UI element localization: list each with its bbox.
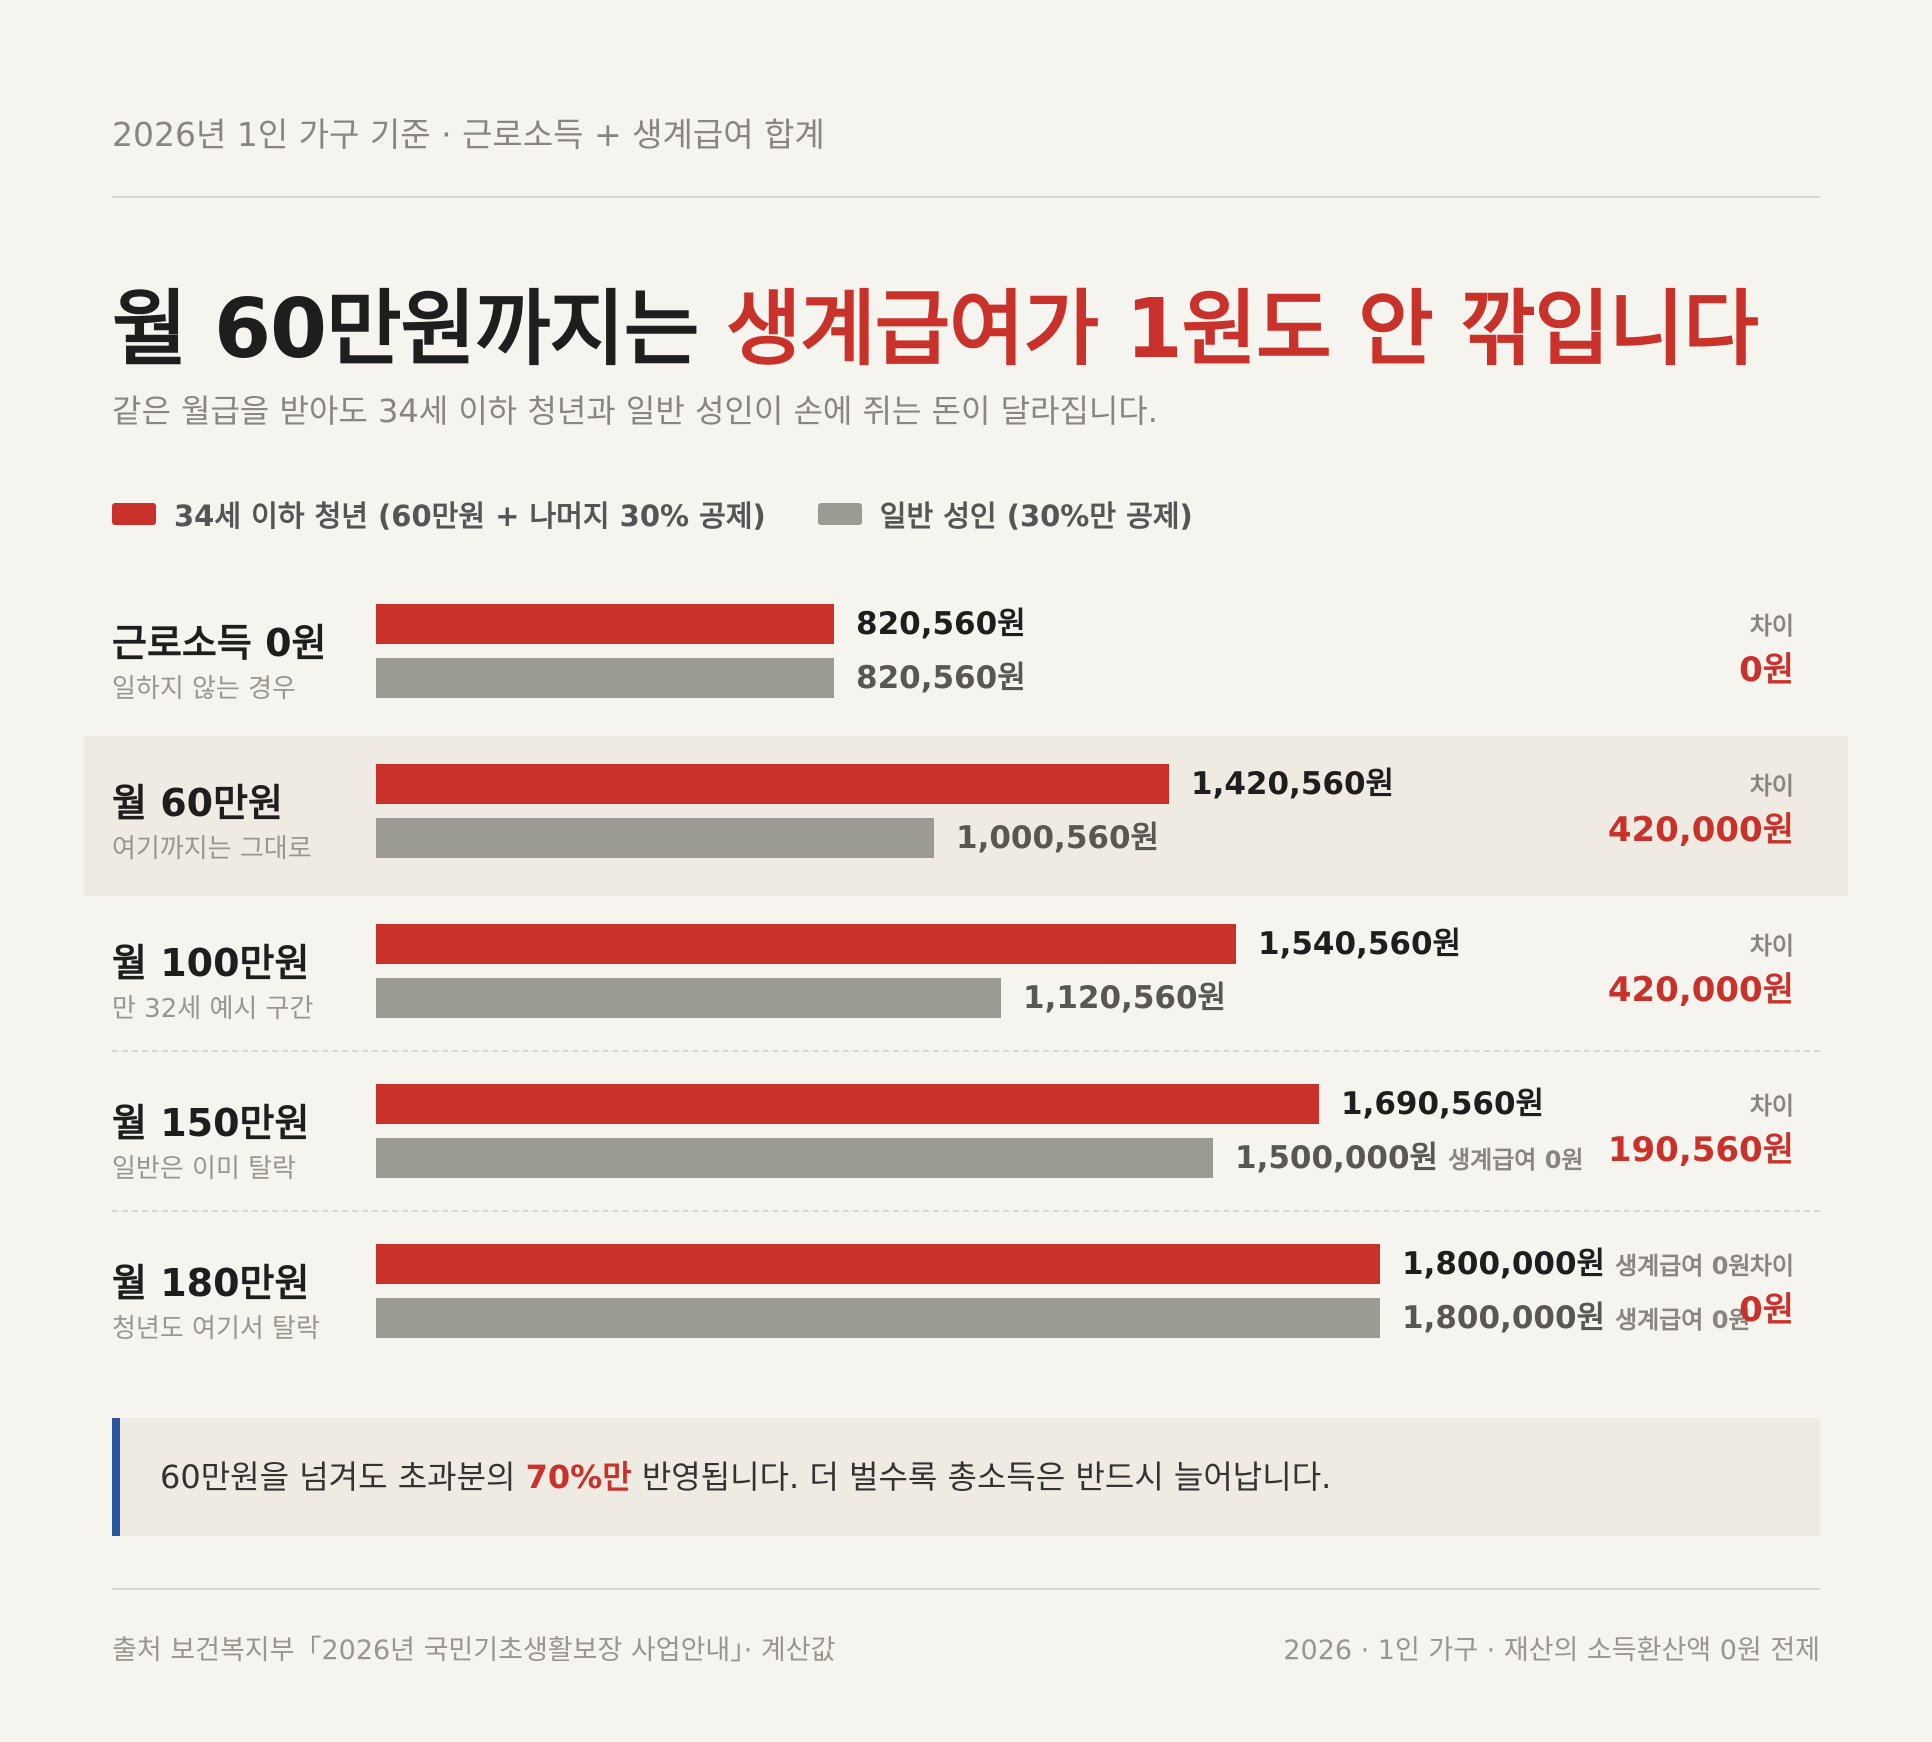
bar-youth [376,764,1169,804]
row-divider [112,1210,1820,1212]
row-divider [112,1050,1820,1052]
bar-value-label-general: 1,500,000원 생계급여 0원 [1235,1138,1584,1178]
bar-value-note: 생계급여 0원 [1615,1252,1751,1280]
bar-value-text: 1,120,560원 [1023,980,1227,1016]
headline: 월 60만원까지는 생계급여가 1원도 안 깎입니다 [112,262,1759,381]
difference-value: 190,560원 [1607,1130,1794,1170]
bar-value-text: 1,690,560원 [1341,1086,1545,1122]
category-note: 만 32세 예시 구간 [112,994,314,1024]
bar-general [376,1138,1213,1178]
legend: 34세 이하 청년 (60만원 + 나머지 30% 공제) 일반 성인 (30%… [112,494,1245,534]
callout: 60만원을 넘겨도 초과분의 70%만 반영됩니다. 더 벌수록 총소득은 반드… [112,1418,1820,1536]
headline-lead: 월 60만원까지는 [112,282,726,377]
callout-after: 반영됩니다. 더 벌수록 총소득은 반드시 늘어납니다. [631,1458,1332,1496]
category-note: 일하지 않는 경우 [112,674,296,704]
category-note: 청년도 여기서 탈락 [112,1314,320,1344]
bar-value-label-youth: 1,540,560원 [1258,924,1461,964]
bar-value-label-youth: 820,560원 [856,604,1026,644]
difference-label: 차이 [1749,772,1794,800]
category-note: 일반은 이미 탈락 [112,1154,296,1184]
difference-value: 420,000원 [1607,970,1794,1010]
bar-value-note: 생계급여 0원 [1448,1146,1584,1174]
difference-label: 차이 [1749,1252,1794,1280]
category-label: 월 100만원 [112,941,310,985]
top-rule [112,196,1820,198]
bottom-rule [112,1588,1820,1590]
category-note: 여기까지는 그대로 [112,834,312,864]
bar-value-text: 1,540,560원 [1258,926,1462,962]
bar-value-text: 1,800,000원 [1402,1246,1606,1282]
bar-value-text: 1,000,560원 [956,820,1160,856]
callout-text: 60만원을 넘겨도 초과분의 70%만 반영됩니다. 더 벌수록 총소득은 반드… [160,1418,1331,1536]
callout-before: 60만원을 넘겨도 초과분의 [160,1458,526,1496]
difference-label: 차이 [1749,932,1794,960]
bar-value-label-general: 820,560원 [856,658,1026,698]
bar-youth [376,604,834,644]
bar-general [376,658,834,698]
bar-general [376,818,934,858]
footer-source: 출처 보건복지부「2026년 국민기초생활보장 사업안내」· 계산값 [112,1635,836,1666]
difference-value: 420,000원 [1607,810,1794,850]
bar-value-label-youth: 1,690,560원 [1341,1084,1544,1124]
difference-value: 0원 [1739,1290,1794,1330]
bar-youth [376,1084,1319,1124]
legend-swatch-general [817,503,862,525]
chart-row: 월 180만원 청년도 여기서 탈락 1,800,000원 생계급여 0원 1,800,… [112,1216,1820,1376]
bar-general [376,1298,1380,1338]
bar-value-label-youth: 1,800,000원 생계급여 0원 [1402,1244,1751,1284]
bar-value-label-general: 1,000,560원 [956,818,1159,858]
category-label: 월 60만원 [112,781,283,825]
bar-value-text: 1,800,000원 [1402,1300,1606,1336]
chart-row-inner: 월 180만원 청년도 여기서 탈락 1,800,000원 생계급여 0원 1,800,… [112,1216,1820,1376]
category-label: 월 180만원 [112,1261,310,1305]
difference-value: 0원 [1739,650,1794,690]
bar-value-label-general: 1,120,560원 [1023,978,1226,1018]
bar-youth [376,924,1236,964]
legend-swatch-youth [112,503,156,525]
footer-note: 2026 · 1인 가구 · 재산의 소득환산액 0원 전제 [1283,1635,1820,1666]
bar-value-text: 1,420,560원 [1191,766,1395,802]
difference-label: 차이 [1749,612,1794,640]
category-label: 근로소득 0원 [112,621,327,665]
bar-value-text: 1,500,000원 [1235,1140,1439,1176]
bar-value-text: 820,560원 [856,660,1026,696]
legend-item-general: 일반 성인 (30%만 공제) [817,493,1193,535]
headline-accent: 생계급여가 1원도 안 깎입니다 [725,282,1759,377]
bar-value-text: 820,560원 [856,606,1026,642]
bar-value-label-youth: 1,420,560원 [1191,764,1394,804]
category-label: 월 150만원 [112,1101,310,1145]
bar-value-note: 생계급여 0원 [1615,1306,1751,1334]
legend-label-general: 일반 성인 (30%만 공제) [879,499,1193,533]
legend-item-youth: 34세 이하 청년 (60만원 + 나머지 30% 공제) [112,493,766,535]
kicker: 2026년 1인 가구 기준 · 근로소득 + 생계급여 합계 [112,115,825,154]
bar-youth [376,1244,1380,1284]
callout-emphasis: 70%만 [525,1458,632,1496]
subtitle: 같은 월급을 받아도 34세 이하 청년과 일반 성인이 손에 쥐는 돈이 달라… [112,392,1158,430]
difference-label: 차이 [1749,1092,1794,1120]
bar-value-label-general: 1,800,000원 생계급여 0원 [1402,1298,1751,1338]
bar-general [376,978,1001,1018]
legend-label-youth: 34세 이하 청년 (60만원 + 나머지 30% 공제) [174,499,766,533]
